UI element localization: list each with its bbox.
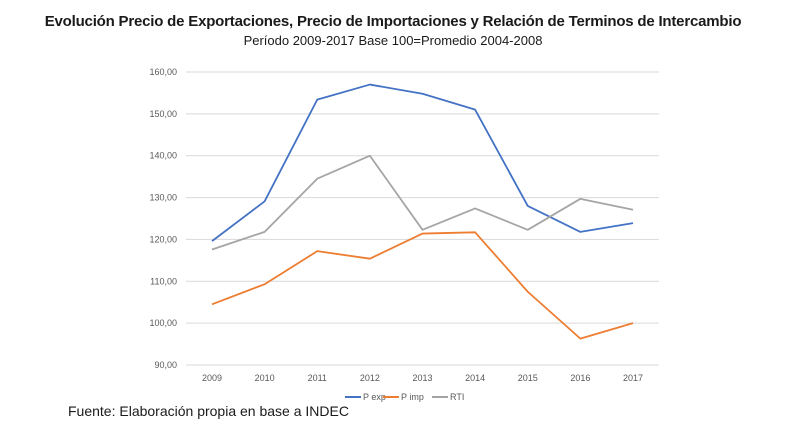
- source-note: Fuente: Elaboración propia en base a IND…: [68, 403, 349, 419]
- x-tick-label: 2012: [360, 373, 380, 383]
- series-line-p-imp: [211, 231, 634, 340]
- x-axis-ticks: 2009 2010 2011 2012 2013 2014 2015 2016 2017: [202, 373, 643, 383]
- legend-label: RTI: [450, 392, 464, 402]
- y-tick-label: 110,00: [150, 276, 177, 286]
- gridlines: [186, 71, 659, 366]
- x-tick-label: 2015: [518, 373, 538, 383]
- x-tick-label: 2016: [570, 373, 590, 383]
- x-tick-label: 2013: [412, 373, 432, 383]
- series-line-rti: [211, 154, 634, 251]
- chart-subtitle: Período 2009-2017 Base 100=Promedio 2004…: [243, 33, 543, 48]
- y-tick-label: 140,00: [149, 151, 177, 161]
- x-tick-label: 2011: [308, 373, 327, 383]
- x-tick-label: 2009: [202, 373, 222, 383]
- y-tick-label: 150,00: [149, 109, 177, 119]
- legend: P exp P imp RTI: [345, 392, 464, 402]
- y-tick-label: 90,00: [154, 360, 177, 370]
- x-tick-label: 2014: [465, 373, 485, 383]
- y-tick-label: 100,00: [149, 318, 177, 328]
- chart-title: Evolución Precio de Exportaciones, Preci…: [44, 13, 742, 30]
- legend-label: P imp: [401, 392, 424, 402]
- y-tick-label: 120,00: [149, 234, 177, 244]
- x-tick-label: 2017: [623, 373, 643, 383]
- y-tick-label: 130,00: [149, 193, 177, 203]
- legend-label: P exp: [363, 392, 386, 402]
- series-line-p-exp: [211, 83, 634, 242]
- y-axis-ticks: 90,00 100,00 110,00 120,00 130,00 140,00 150,0…: [149, 67, 177, 370]
- series-lines: [211, 83, 634, 340]
- y-tick-label: 160,00: [149, 67, 177, 77]
- x-tick-label: 2010: [255, 373, 275, 383]
